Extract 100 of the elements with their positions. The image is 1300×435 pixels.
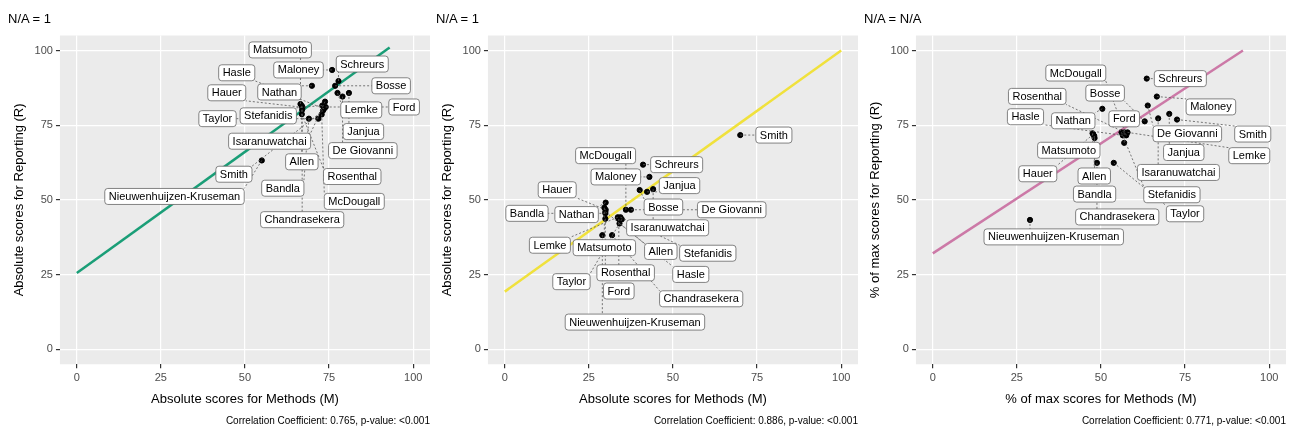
x-tick-label: 25 bbox=[154, 370, 167, 383]
annotation: Lemke bbox=[1232, 149, 1266, 162]
annotation: Bosse bbox=[648, 200, 679, 213]
annotation: Stefanidis bbox=[683, 246, 733, 259]
x-tick-label: 0 bbox=[73, 370, 80, 383]
annotation: Hasle bbox=[676, 267, 705, 280]
x-tick-label: 75 bbox=[322, 370, 336, 383]
chart-title: N/A = 1 bbox=[436, 11, 479, 27]
x-axis-title: % of max scores for Methods (M) bbox=[1005, 390, 1197, 406]
annotation: Ford bbox=[607, 284, 631, 297]
annotation: Nieuwenhuijzen-Kruseman bbox=[988, 230, 1120, 243]
x-tick-label: 50 bbox=[238, 370, 252, 383]
annotation: Schreurs bbox=[1158, 72, 1203, 85]
annotation: De Giovanni bbox=[701, 203, 762, 216]
annotation: Lemke bbox=[344, 103, 378, 116]
annotation: Isaranuwatchai bbox=[630, 221, 705, 234]
x-tick-label: 25 bbox=[582, 370, 595, 383]
annotation: Nathan bbox=[558, 208, 595, 221]
annotation: McDougall bbox=[1049, 66, 1102, 79]
annotation: Maloney bbox=[595, 170, 638, 183]
y-axis-title: % of max scores for Reporting (R) bbox=[867, 101, 883, 299]
annotation: Nieuwenhuijzen-Kruseman bbox=[108, 190, 241, 202]
annotation: Stefanidis bbox=[1147, 188, 1197, 201]
annotation: Stefanidis bbox=[244, 109, 293, 122]
y-tick-label: 100 bbox=[34, 43, 53, 56]
annotation: De Giovanni bbox=[332, 144, 394, 157]
annotation: Maloney bbox=[277, 63, 320, 76]
text: Correlation Coefficient: 0.771, p-value: <0.001 bbox=[1081, 414, 1287, 426]
x-tick-label: 100 bbox=[832, 370, 851, 383]
annotation: Schreurs bbox=[340, 57, 385, 70]
annotation: McDougall bbox=[328, 194, 381, 207]
annotation: Janjua bbox=[663, 179, 697, 192]
text: Correlation Coefficient: 0.765, p-value: <0.001 bbox=[225, 414, 431, 426]
annotation: Schreurs bbox=[654, 158, 700, 171]
y-axis-title: Absolute scores for Reporting (R) bbox=[11, 103, 27, 297]
annotation: Taylor bbox=[556, 275, 587, 288]
y-tick-label: 50 bbox=[40, 192, 53, 205]
x-tick-label: 50 bbox=[1094, 370, 1108, 383]
x-tick-label: 75 bbox=[1178, 370, 1192, 383]
annotation: Rosenthal bbox=[327, 170, 377, 183]
annotation: Nathan bbox=[261, 85, 298, 98]
annotation: McDougall bbox=[579, 149, 632, 162]
x-tick-label: 75 bbox=[750, 370, 764, 383]
annotation: Ford bbox=[392, 100, 416, 113]
x-tick-label: 100 bbox=[1260, 370, 1279, 383]
annotation: Smith bbox=[219, 167, 248, 180]
annotation: Matsumoto bbox=[1041, 143, 1097, 156]
y-tick-label: 25 bbox=[40, 267, 53, 280]
y-tick-label: 25 bbox=[468, 267, 481, 280]
annotation: Allen bbox=[648, 244, 674, 257]
annotation: Bosse bbox=[375, 79, 407, 92]
x-tick-label: 25 bbox=[1010, 370, 1023, 383]
y-tick-label: 100 bbox=[462, 43, 481, 56]
y-tick-label: 75 bbox=[40, 118, 53, 131]
y-tick-label: 75 bbox=[468, 118, 481, 131]
x-axis-title: Absolute scores for Methods (M) bbox=[579, 390, 767, 406]
annotation: Bandla bbox=[1077, 187, 1113, 200]
annotation: Chandrasekera bbox=[264, 213, 341, 226]
annotation: Taylor bbox=[202, 112, 233, 125]
y-tick-label: 100 bbox=[890, 43, 909, 56]
annotation: Maloney bbox=[1190, 100, 1233, 113]
annotation: Hasle bbox=[222, 66, 251, 79]
y-tick-label: 0 bbox=[46, 342, 53, 355]
annotation: Isaranuwatchai bbox=[1141, 165, 1216, 178]
chart-title: N/A = 1 bbox=[8, 11, 51, 27]
annotation: Bosse bbox=[1089, 86, 1121, 99]
y-tick-label: 50 bbox=[468, 192, 481, 205]
annotation: Hauer bbox=[211, 86, 243, 99]
x-tick-label: 0 bbox=[501, 370, 508, 383]
y-tick-label: 75 bbox=[896, 118, 909, 131]
annotation: Chandrasekera bbox=[663, 292, 740, 305]
annotation: Rosenthal bbox=[600, 266, 651, 279]
annotation: De Giovanni bbox=[1157, 127, 1218, 140]
annotation: Matsumoto bbox=[252, 43, 308, 56]
annotation: Hasle bbox=[1011, 110, 1040, 123]
x-tick-label: 100 bbox=[404, 370, 423, 383]
annotation: Allen bbox=[289, 155, 315, 168]
annotation: Isaranuwatchai bbox=[232, 134, 307, 147]
annotation: Smith bbox=[1238, 127, 1267, 140]
annotation: Allen bbox=[1082, 169, 1107, 182]
annotation: Chandrasekera bbox=[1079, 210, 1156, 223]
annotation: Bandla bbox=[265, 181, 301, 194]
x-tick-label: 50 bbox=[666, 370, 680, 383]
annotation: Hauer bbox=[1022, 167, 1054, 180]
annotation: Smith bbox=[759, 128, 788, 141]
chart-title: N/A = N/A bbox=[864, 11, 922, 27]
annotation: Hauer bbox=[542, 183, 573, 196]
annotation: Janjua bbox=[1167, 146, 1201, 159]
annotation: Bandla bbox=[509, 206, 545, 219]
annotation: Taylor bbox=[1170, 207, 1201, 220]
annotation: Nieuwenhuijzen-Kruseman bbox=[569, 315, 701, 328]
y-tick-label: 0 bbox=[902, 342, 909, 355]
annotation: Rosenthal bbox=[1012, 89, 1062, 102]
annotation: Ford bbox=[1112, 112, 1136, 125]
x-tick-label: 0 bbox=[929, 370, 936, 383]
annotation: Matsumoto bbox=[577, 241, 632, 254]
y-tick-label: 25 bbox=[896, 267, 909, 280]
annotation: Lemke bbox=[533, 238, 567, 251]
x-axis-title: Absolute scores for Methods (M) bbox=[151, 390, 339, 406]
text: Correlation Coefficient: 0.886, p-value: <0.001 bbox=[653, 414, 859, 426]
